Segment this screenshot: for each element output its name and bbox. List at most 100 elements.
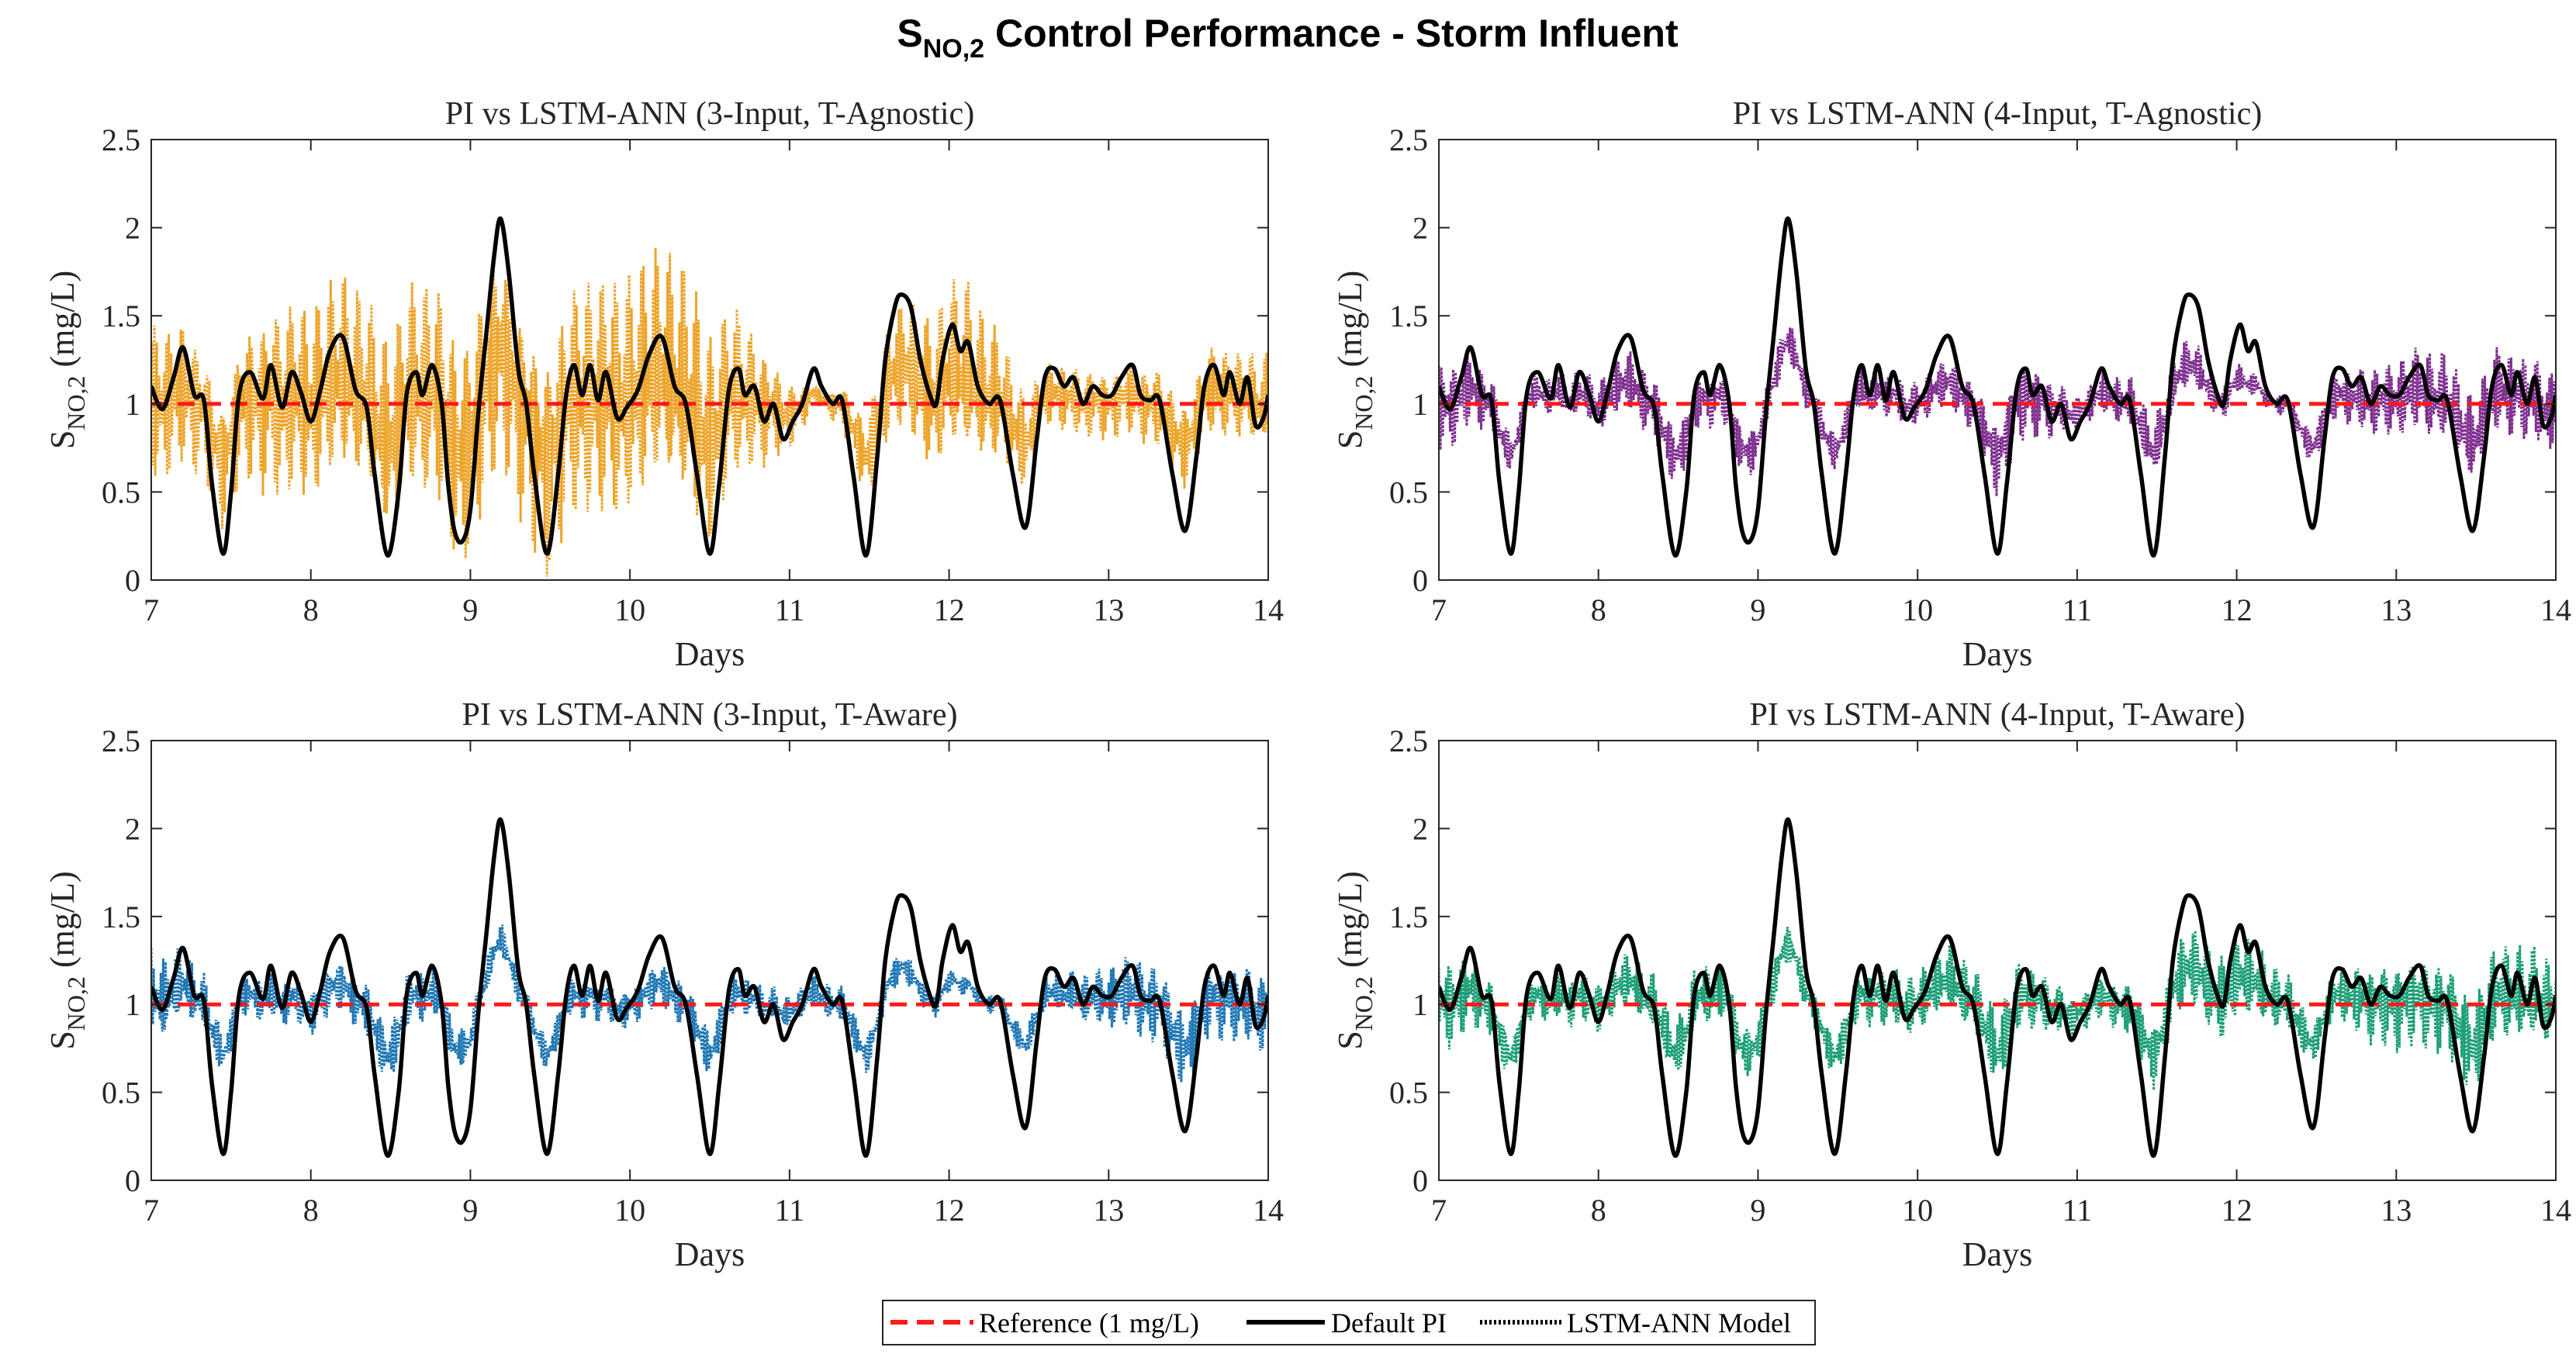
x-tick-label: 10 [614, 1193, 645, 1228]
y-axis-label-units: (mg/L) [1331, 271, 1369, 376]
x-tick-label: 7 [143, 592, 159, 627]
x-tick-label: 13 [1093, 1193, 1124, 1228]
subplot-2: 7 8 9 10 11 12 13 14 0 0.5 1 1.5 2 2.5 PI vs LSTM-ANN … [1331, 96, 2571, 673]
x-axis-label: Days [675, 1235, 745, 1273]
y-axis-label-subscript: NO,2 [62, 976, 90, 1031]
y-tick-label: 2.5 [1389, 724, 1428, 758]
plot-area [1439, 140, 2556, 580]
figure-title-rest: Control Performance - Storm Influent [984, 12, 1679, 55]
y-axis-label-main: S [43, 430, 81, 449]
y-tick-label: 1 [125, 987, 140, 1022]
x-axis-label: Days [1962, 635, 2032, 673]
x-tick-label: 12 [2222, 1193, 2253, 1228]
subplot-title: PI vs LSTM-ANN (3-Input, T-Aware) [462, 697, 958, 733]
axes-frame [150, 740, 1269, 1181]
plot-series [151, 216, 1268, 577]
figure-title: SNO,2 Control Performance - Storm Influe… [897, 12, 1679, 64]
x-tick-label: 14 [1253, 592, 1284, 627]
x-tick-label: 13 [1093, 592, 1124, 627]
plot-series [151, 817, 1268, 1158]
y-tick-label: 2.5 [102, 724, 140, 758]
series-default-pi [151, 817, 1268, 1158]
y-tick-label: 2 [1412, 211, 1428, 246]
legend-reference-label: Reference (1 mg/L) [979, 1307, 1199, 1338]
y-axis-label-units: (mg/L) [43, 271, 81, 376]
legend-box [882, 1300, 1816, 1345]
x-tick-label: 14 [1253, 1193, 1284, 1228]
y-axis-label-subscript: NO,2 [1350, 375, 1378, 430]
y-tick-label: 2.5 [1389, 123, 1428, 157]
axes-frame [1438, 139, 2557, 581]
y-tick-label: 1 [125, 387, 140, 422]
legend-model-label: LSTM-ANN Model [1567, 1307, 1791, 1338]
x-tick-label: 12 [2222, 592, 2253, 627]
series-lstm-ann-model [151, 924, 1268, 1083]
y-axis-label: SNO,2 (mg/L) [43, 871, 90, 1049]
y-tick-label: 1.5 [102, 299, 140, 333]
x-axis-label: Days [675, 635, 745, 673]
y-tick-label: 0 [125, 1163, 140, 1198]
y-axis-label-main: S [43, 1031, 81, 1049]
x-tick-label: 7 [1431, 1193, 1447, 1228]
plot-area [1439, 741, 2556, 1180]
y-axis-label-units: (mg/L) [43, 871, 81, 976]
y-tick-label: 0 [125, 563, 140, 598]
subplot-title: PI vs LSTM-ANN (4-Input, T-Aware) [1750, 697, 2246, 733]
series-default-pi [1439, 216, 2556, 558]
x-tick-label: 9 [462, 592, 478, 627]
y-tick-label: 1.5 [102, 900, 140, 934]
y-axis-label-subscript: NO,2 [1350, 976, 1378, 1031]
y-tick-label: 0 [1412, 1163, 1428, 1198]
series-default-pi [151, 216, 1268, 558]
y-axis-label-subscript: NO,2 [62, 375, 90, 430]
x-tick-label: 7 [143, 1193, 159, 1228]
x-axis-label: Days [1962, 1235, 2032, 1273]
x-tick-label: 11 [775, 1193, 805, 1228]
y-tick-label: 0.5 [1389, 1076, 1428, 1110]
legend: Reference (1 mg/L) Default PI LSTM-ANN M… [882, 1300, 1816, 1345]
x-tick-label: 10 [1902, 1193, 1933, 1228]
axes-frame [1438, 740, 2557, 1181]
y-tick-label: 1 [1412, 387, 1428, 422]
x-tick-label: 13 [2381, 592, 2412, 627]
x-tick-label: 7 [1431, 592, 1447, 627]
y-tick-label: 1 [1412, 987, 1428, 1022]
y-tick-label: 0.5 [1389, 475, 1428, 509]
x-tick-label: 9 [1750, 1193, 1765, 1228]
y-axis-label-main: S [1331, 1031, 1369, 1049]
y-tick-label: 1.5 [1389, 299, 1428, 333]
y-axis-label-main: S [1331, 430, 1369, 449]
y-tick-label: 0 [1412, 563, 1428, 598]
x-tick-label: 11 [2063, 592, 2093, 627]
x-tick-label: 11 [2063, 1193, 2093, 1228]
legend-pi-label: Default PI [1331, 1307, 1447, 1338]
x-tick-label: 9 [462, 1193, 478, 1228]
x-tick-label: 9 [1750, 592, 1765, 627]
x-tick-label: 10 [1902, 592, 1933, 627]
subplot-title: PI vs LSTM-ANN (3-Input, T-Agnostic) [445, 96, 974, 132]
y-axis-label-units: (mg/L) [1331, 871, 1369, 976]
y-tick-label: 1.5 [1389, 900, 1428, 934]
x-tick-label: 8 [303, 592, 319, 627]
plot-series [1439, 216, 2556, 558]
y-tick-label: 0.5 [102, 1076, 140, 1110]
x-tick-label: 14 [2540, 1193, 2571, 1228]
subplot-4: 7 8 9 10 11 12 13 14 0 0.5 1 1.5 2 2.5 PI vs LSTM-ANN … [1331, 697, 2571, 1273]
x-tick-label: 8 [303, 1193, 319, 1228]
y-tick-label: 2 [125, 211, 140, 246]
y-axis-label: SNO,2 (mg/L) [43, 271, 90, 449]
x-tick-label: 13 [2381, 1193, 2412, 1228]
subplot-title: PI vs LSTM-ANN (4-Input, T-Agnostic) [1733, 96, 2262, 132]
series-lstm-ann-model [1439, 927, 2556, 1090]
subplot-1: 7 8 9 10 11 12 13 14 0 0.5 1 1.5 2 2.5 PI vs LSTM-ANN … [43, 96, 1284, 673]
y-axis-label: SNO,2 (mg/L) [1331, 271, 1378, 449]
y-axis-label: SNO,2 (mg/L) [1331, 871, 1378, 1049]
x-tick-label: 12 [934, 592, 965, 627]
x-tick-label: 8 [1591, 592, 1606, 627]
y-tick-label: 0.5 [102, 475, 140, 509]
series-default-pi [1439, 817, 2556, 1158]
plot-series [1439, 817, 2556, 1158]
axes-frame [150, 139, 1269, 581]
